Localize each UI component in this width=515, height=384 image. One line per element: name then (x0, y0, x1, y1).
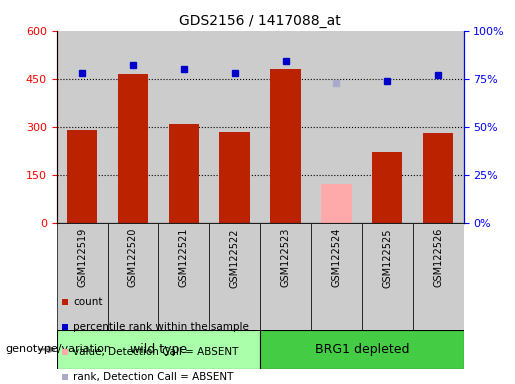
Bar (168, 124, 199, 223)
Text: GSM122525: GSM122525 (382, 228, 392, 288)
Bar (362, 223, 413, 330)
Bar (260, 330, 464, 369)
Bar (57, 330, 260, 369)
Bar (311, 223, 362, 330)
Bar (362, 31, 413, 223)
Bar (57, 223, 108, 330)
Bar (372, 152, 402, 223)
Text: GSM122524: GSM122524 (331, 228, 341, 288)
Text: GSM122520: GSM122520 (128, 228, 138, 288)
Bar (321, 184, 352, 223)
Bar (117, 74, 148, 223)
Bar (270, 69, 301, 223)
Text: rank, Detection Call = ABSENT: rank, Detection Call = ABSENT (73, 372, 233, 382)
Text: GSM122519: GSM122519 (77, 228, 87, 287)
Bar (219, 131, 250, 223)
Bar (423, 133, 453, 223)
Text: BRG1 depleted: BRG1 depleted (315, 343, 409, 356)
Text: GSM122523: GSM122523 (281, 228, 290, 288)
Bar (260, 31, 311, 223)
Text: count: count (73, 297, 102, 307)
Text: percentile rank within the sample: percentile rank within the sample (73, 322, 249, 332)
Text: GSM122521: GSM122521 (179, 228, 189, 288)
Bar (159, 31, 209, 223)
Bar (108, 31, 159, 223)
Text: genotype/variation: genotype/variation (5, 344, 111, 354)
Bar (209, 31, 260, 223)
Bar (159, 223, 209, 330)
Bar (57, 31, 108, 223)
Bar (413, 223, 464, 330)
Bar (311, 31, 362, 223)
Bar (108, 223, 159, 330)
Bar (413, 31, 464, 223)
Text: wild type: wild type (130, 343, 187, 356)
Title: GDS2156 / 1417088_at: GDS2156 / 1417088_at (179, 14, 341, 28)
Text: GSM122526: GSM122526 (433, 228, 443, 288)
Bar (209, 223, 260, 330)
Bar (67, 130, 97, 223)
Text: value, Detection Call = ABSENT: value, Detection Call = ABSENT (73, 347, 238, 357)
Bar (260, 223, 311, 330)
Text: GSM122522: GSM122522 (230, 228, 239, 288)
